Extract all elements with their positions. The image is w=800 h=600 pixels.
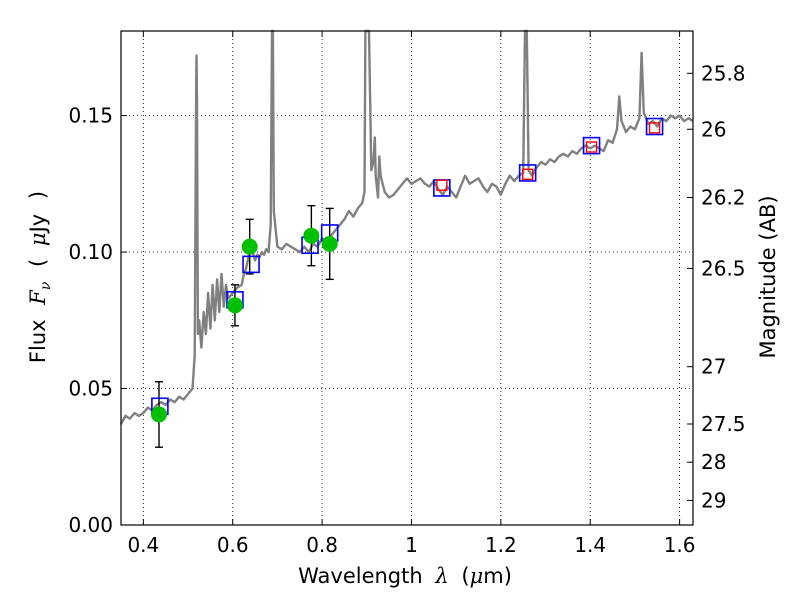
spectrum-line — [119, 29, 694, 425]
y-tick-label: 0.15 — [68, 104, 113, 128]
y-axis-label-units-close: ) — [26, 191, 50, 199]
y2-tick-label: 29 — [701, 488, 726, 512]
x-axis-label: Wavelength λ (μm) — [298, 564, 512, 588]
x-axis-label-units-open: ( — [461, 564, 469, 588]
y-axis-label-units-rest: Jy — [26, 214, 50, 235]
y-axis-label-symbol: F — [26, 289, 50, 306]
x-tick-label: 0.6 — [217, 533, 249, 557]
observed-photometry-point — [241, 238, 258, 255]
y-axis-label-units-mu: μ — [26, 232, 50, 246]
x-axis-label-symbol: λ — [434, 564, 448, 588]
observed-photometry-point — [226, 297, 243, 314]
x-tick-label: 1.2 — [485, 533, 517, 557]
observed-photometry-point — [321, 235, 338, 252]
y-axis-label-units-open: ( — [26, 259, 50, 267]
x-tick-label: 0.8 — [306, 533, 338, 557]
synthetic-photometry-square — [518, 164, 537, 182]
y-axis-label-subscript: ν — [38, 281, 54, 290]
y-tick-label: 0.00 — [68, 513, 113, 537]
x-axis-label-prefix: Wavelength — [298, 564, 423, 588]
photometry-markers — [150, 117, 664, 423]
model-photometry-square — [436, 179, 448, 191]
model-photometry-square — [521, 168, 534, 180]
y2-tick-label: 26.2 — [701, 185, 746, 209]
y-axis-label: Flux Fν ( μJy ) — [26, 191, 55, 363]
grid-lines — [121, 31, 693, 526]
y-axis-label-prefix: Flux — [26, 319, 50, 363]
observed-photometry-point — [303, 227, 320, 244]
model-photometry-square — [648, 122, 661, 134]
x-tick-label: 1 — [405, 533, 418, 557]
x-tick-label: 1.6 — [664, 533, 696, 557]
observed-photometry-point — [150, 406, 167, 423]
y2-tick-label: 28 — [701, 450, 726, 474]
y2-tick-label: 27 — [701, 355, 726, 379]
x-axis-label-units-rest: m) — [483, 564, 512, 588]
right-axis-label: Magnitude (AB) — [756, 195, 780, 358]
axis-ticks — [121, 31, 693, 526]
y2-tick-label: 26 — [701, 117, 726, 141]
plot-frame — [120, 30, 694, 526]
x-axis-label-units-mu: μ — [470, 564, 484, 588]
y2-tick-label: 25.8 — [701, 61, 746, 85]
x-tick-label: 1.4 — [574, 533, 606, 557]
y2-tick-label: 27.5 — [701, 412, 746, 436]
x-tick-label: 0.4 — [127, 533, 159, 557]
y2-tick-label: 26.5 — [701, 256, 746, 280]
synthetic-photometry-square — [242, 255, 260, 274]
y-tick-label: 0.05 — [68, 377, 113, 401]
model-photometry-square — [585, 141, 598, 153]
synthetic-photometry-square — [582, 136, 601, 155]
tick-labels: 0.4 0.6 0.8 1 1.2 1.4 1.6 0.00 0.05 0.10 0.15 25.8 2… — [68, 61, 745, 557]
model-spectrum-series — [119, 29, 694, 425]
synthetic-photometry-square — [645, 117, 664, 136]
y-tick-label: 0.10 — [68, 240, 113, 264]
